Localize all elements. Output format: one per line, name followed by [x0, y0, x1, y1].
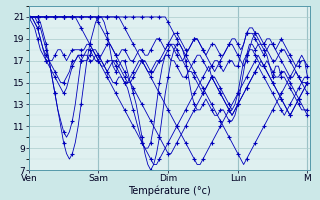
X-axis label: Température (°c): Température (°c)	[128, 186, 211, 196]
